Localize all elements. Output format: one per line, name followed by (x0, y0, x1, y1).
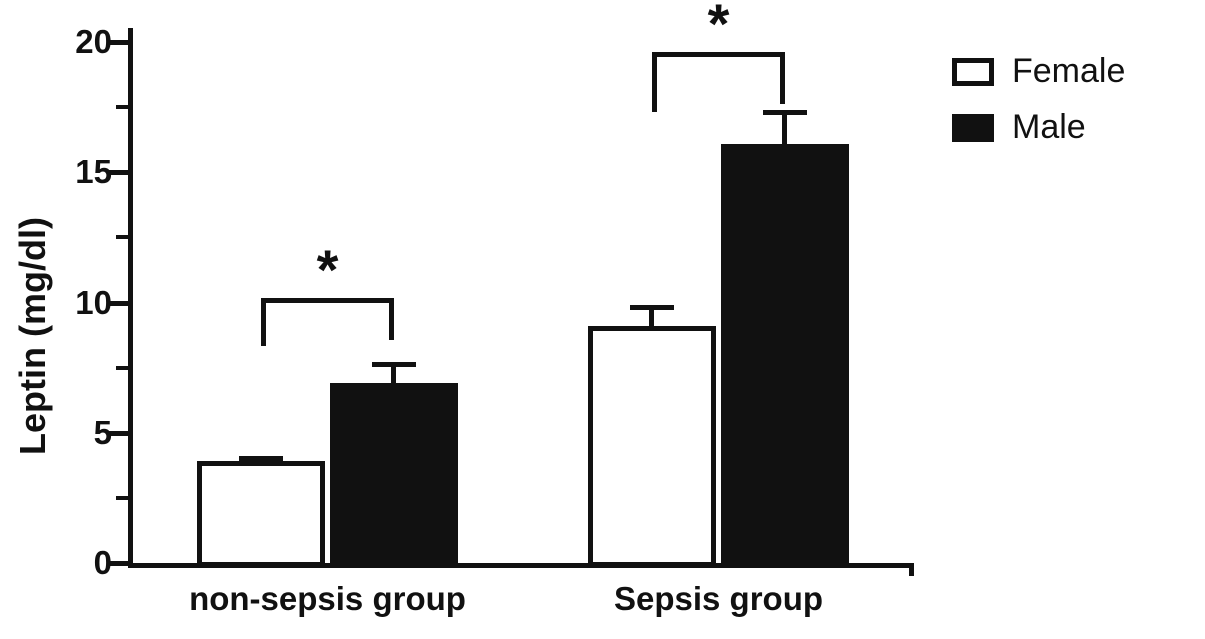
sig-bracket-bar-sepsis-group (652, 52, 785, 57)
legend-item-male: Male (952, 108, 1086, 147)
significance-asterisk-sepsis-group: * (707, 0, 730, 55)
bar-male-non-sepsis-group (330, 383, 458, 567)
error-bar-line-female-non-sepsis-group (258, 458, 263, 466)
legend-item-female: Female (952, 52, 1125, 91)
legend-swatch-female (952, 57, 994, 86)
y-axis-line (128, 28, 133, 568)
y-minor-tick (116, 105, 128, 110)
y-tick-label: 20 (75, 23, 112, 60)
sig-bracket-right-leg-non-sepsis-group (389, 298, 394, 340)
sig-bracket-left-leg-non-sepsis-group (261, 298, 266, 346)
error-bar-cap-female-sepsis-group (630, 305, 674, 311)
significance-asterisk-non-sepsis-group: * (316, 238, 339, 301)
legend-label-female: Female (1012, 52, 1126, 90)
y-major-tick (109, 561, 128, 566)
legend-swatch-male (952, 113, 994, 142)
x-category-label-sepsis-group: Sepsis group (613, 580, 824, 617)
error-bar-cap-female-non-sepsis-group (239, 456, 283, 462)
y-major-tick (109, 40, 128, 45)
error-bar-line-male-sepsis-group (782, 111, 787, 148)
bar-female-sepsis-group (588, 325, 716, 567)
error-bar-cap-male-non-sepsis-group (372, 362, 416, 368)
bar-male-sepsis-group (721, 143, 849, 567)
error-bar-line-female-sepsis-group (649, 307, 654, 330)
y-minor-tick (116, 365, 128, 370)
y-tick-label: 5 (93, 413, 112, 451)
sig-bracket-bar-non-sepsis-group (261, 298, 394, 303)
y-major-tick (109, 430, 128, 436)
x-axis-end-tick (909, 563, 914, 576)
error-bar-cap-male-sepsis-group (763, 109, 807, 115)
y-tick-label: 10 (75, 283, 112, 321)
error-bar-line-male-non-sepsis-group (391, 364, 396, 388)
bar-female-non-sepsis-group (197, 461, 325, 567)
y-minor-tick (116, 235, 128, 240)
sig-bracket-right-leg-sepsis-group (780, 52, 785, 104)
sig-bracket-left-leg-sepsis-group (652, 52, 657, 112)
y-major-tick (109, 170, 128, 176)
legend-label-male: Male (1012, 108, 1086, 146)
y-tick-label: 0 (93, 544, 112, 581)
y-minor-tick (116, 495, 128, 500)
x-axis-line (128, 563, 914, 568)
x-category-label-non-sepsis-group: non-sepsis group (189, 580, 466, 617)
y-tick-label: 15 (75, 153, 112, 191)
y-major-tick (109, 300, 128, 306)
